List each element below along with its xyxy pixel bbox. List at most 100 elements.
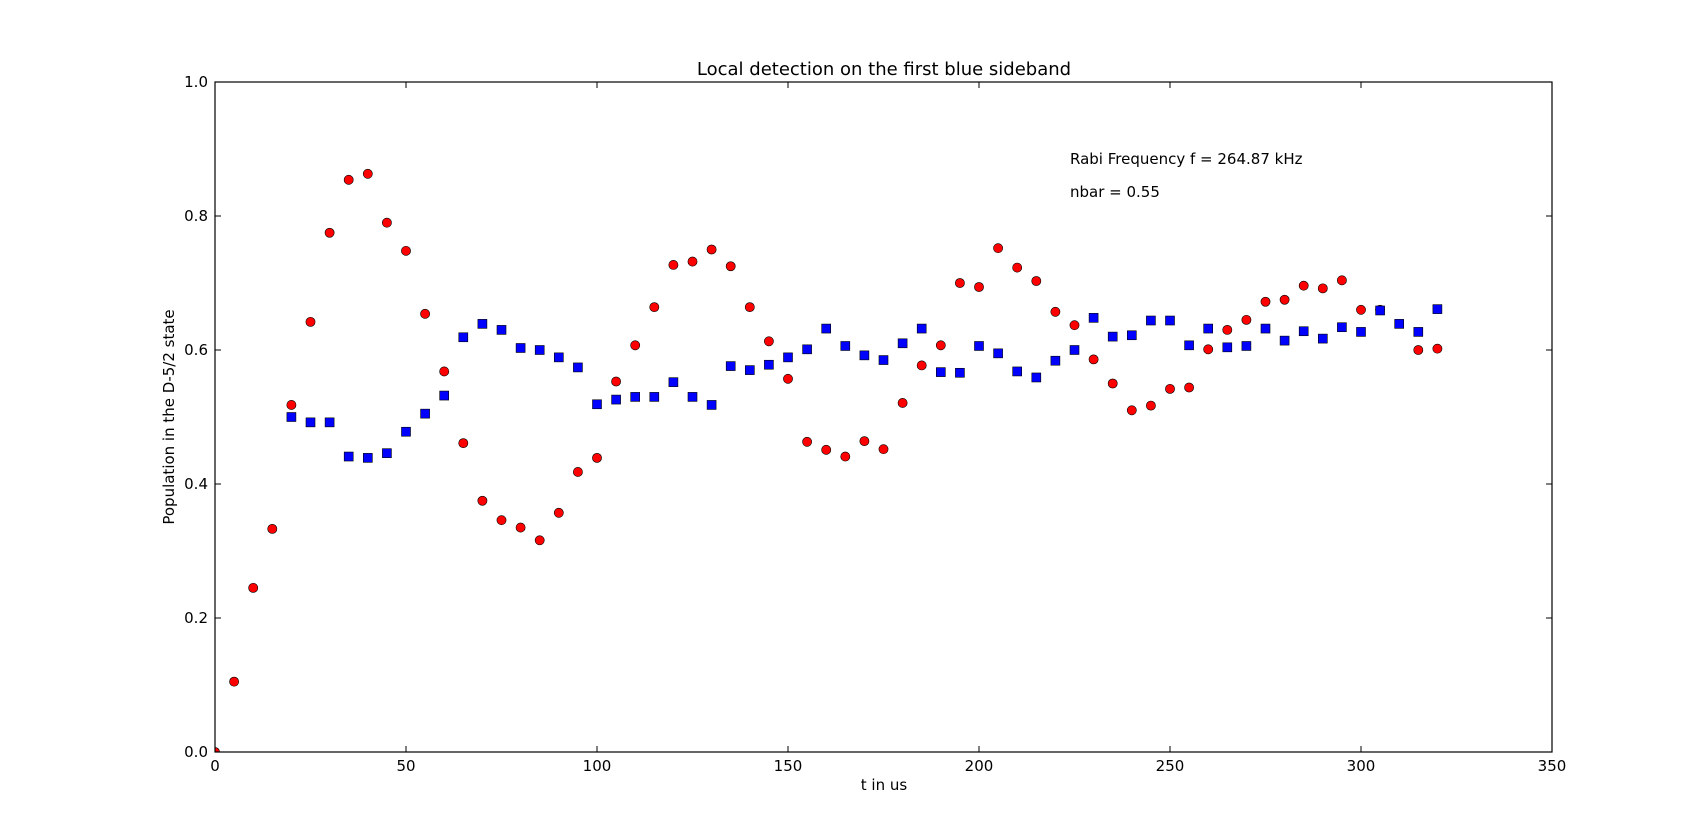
series-2-point — [439, 390, 450, 401]
x-tick-label: 250 — [1156, 757, 1185, 775]
series-1-point — [802, 436, 812, 447]
series-1-point — [381, 217, 392, 228]
series-1-point — [401, 245, 411, 256]
y-tick-label: 0.0 — [184, 743, 208, 761]
series-2-point — [1279, 335, 1290, 346]
series-1-point — [744, 302, 755, 313]
series-1-point — [1069, 320, 1080, 331]
series-1-point — [1260, 296, 1271, 307]
series-1-point — [611, 376, 621, 387]
x-tick-label: 300 — [1347, 757, 1376, 775]
series-1-point — [458, 438, 469, 449]
series-1-point — [1337, 275, 1347, 286]
series-1-point — [859, 436, 870, 447]
series-2-point — [382, 448, 392, 458]
series-1-point — [840, 451, 851, 462]
series-1-point — [630, 340, 641, 351]
x-tick-label: 200 — [965, 757, 994, 775]
series-2-point — [611, 394, 621, 405]
y-tick-label: 0.6 — [184, 341, 208, 359]
series-2-point — [935, 367, 946, 377]
series-2-point — [821, 323, 832, 334]
series-1-point — [1126, 405, 1137, 416]
series-1-point — [725, 261, 736, 272]
series-2-point — [401, 426, 411, 437]
series-1-point — [993, 243, 1003, 254]
series-1-point — [248, 582, 259, 593]
series-1-point — [1356, 304, 1366, 315]
series-1-point — [324, 227, 335, 238]
series-1-point — [1222, 324, 1233, 335]
series-1-point — [267, 523, 278, 534]
series-2-point — [955, 367, 965, 378]
series-1-point — [534, 535, 545, 546]
series-2-point — [553, 352, 564, 363]
series-1-point — [1050, 306, 1061, 317]
series-2-point — [859, 350, 870, 361]
series-2-point — [1318, 333, 1328, 344]
series-1-point — [821, 444, 832, 455]
series-1-point — [573, 467, 583, 477]
series-1-point — [553, 507, 564, 518]
series-2-point — [687, 392, 698, 402]
series-1-point — [974, 282, 984, 292]
series-1-point — [1088, 354, 1099, 365]
series-2-point — [783, 352, 793, 363]
annotation-rabi-frequency: Rabi Frequency f = 264.87 kHz — [1070, 150, 1303, 168]
series-1-point — [649, 302, 660, 313]
series-2-point — [706, 400, 717, 410]
series-1-point — [1184, 382, 1194, 393]
series-2-point — [1356, 327, 1366, 337]
series-2-point — [496, 325, 507, 335]
y-axis-label: Population in the D-5/2 state — [160, 309, 178, 524]
x-axis-label: t in us — [861, 776, 908, 794]
series-2-point — [840, 341, 851, 351]
series-1-point — [496, 515, 507, 526]
series-2-point — [324, 417, 335, 428]
series-2-point — [534, 345, 545, 355]
x-tick-label: 50 — [396, 757, 415, 775]
series-1-point — [916, 360, 927, 371]
x-tick-label: 150 — [774, 757, 803, 775]
series-1-point — [305, 316, 316, 327]
chart-title: Local detection on the first blue sideba… — [697, 59, 1071, 80]
series-2-point — [1394, 319, 1404, 329]
series-2-point — [1222, 342, 1233, 353]
series-1-point — [1165, 383, 1175, 394]
series-2-point — [764, 359, 774, 370]
series-2-point — [1203, 323, 1213, 334]
series-2-point — [458, 332, 469, 343]
series-1-point — [215, 747, 220, 752]
series-2-point — [1298, 326, 1309, 337]
x-tick-label: 350 — [1538, 757, 1567, 775]
y-tick-label: 0.4 — [184, 475, 208, 493]
series-1-point — [592, 452, 602, 463]
series-1-point — [764, 336, 774, 347]
series-2-point — [916, 323, 927, 334]
y-tick-label: 1.0 — [184, 73, 208, 91]
annotation-nbar: nbar = 0.55 — [1070, 183, 1160, 201]
series-1-point — [229, 676, 239, 687]
series-2-point — [1146, 315, 1156, 326]
data-points — [215, 168, 1443, 752]
x-tick-label: 100 — [583, 757, 612, 775]
series-2-point — [592, 399, 602, 410]
series-2-point — [1088, 313, 1099, 323]
series-2-point — [630, 392, 641, 402]
series-1-point — [1031, 276, 1042, 286]
series-1-point — [897, 398, 908, 408]
series-2-point — [1337, 322, 1347, 333]
series-2-point — [878, 355, 889, 365]
series-1-point — [343, 174, 354, 185]
series-1-point — [439, 366, 450, 377]
series-2-point — [1241, 341, 1252, 351]
axis-ticks: 0 50 100 150 200 250 300 350 0.0 0.2 0.4 0.6 0.8 1.0 — [184, 73, 1566, 775]
series-1-point — [362, 168, 373, 179]
series-1-point — [1146, 400, 1156, 411]
series-1-point — [286, 400, 297, 410]
series-1-point — [420, 308, 430, 319]
series-2-point — [1107, 331, 1118, 342]
series-1-point — [687, 256, 698, 267]
series-2-point — [744, 365, 755, 375]
series-2-point — [1127, 330, 1137, 341]
